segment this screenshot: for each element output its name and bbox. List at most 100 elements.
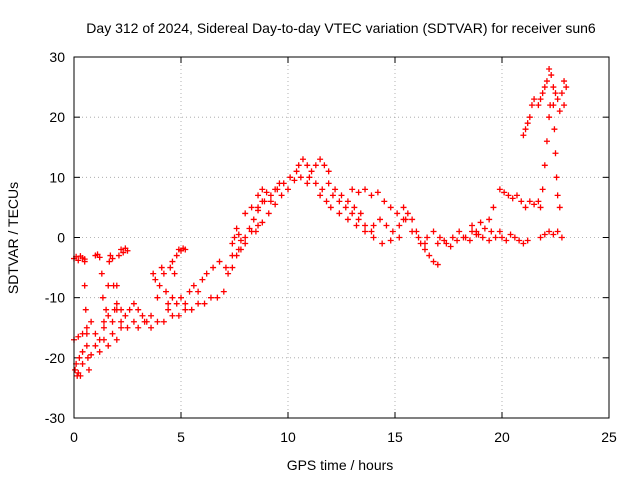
data-point — [222, 264, 229, 271]
data-point — [374, 189, 381, 196]
data-point — [201, 300, 208, 307]
data-point — [304, 162, 311, 169]
data-point — [526, 198, 533, 205]
data-point — [558, 234, 565, 241]
data-point — [503, 237, 510, 244]
data-point — [531, 201, 538, 208]
data-point — [548, 72, 555, 79]
data-point — [242, 210, 249, 217]
data-point — [287, 174, 294, 181]
data-point — [460, 234, 467, 241]
data-point — [434, 240, 441, 247]
data-point — [295, 162, 302, 169]
data-point — [387, 204, 394, 211]
data-point — [203, 270, 210, 277]
data-point — [278, 192, 285, 199]
data-point — [242, 240, 249, 247]
data-point — [75, 333, 82, 340]
data-point — [285, 186, 291, 193]
data-point — [158, 264, 165, 271]
data-point — [99, 294, 106, 301]
data-point — [107, 252, 114, 259]
data-point — [513, 192, 520, 199]
data-point — [387, 237, 394, 244]
data-point — [154, 294, 161, 301]
y-tick-label: 30 — [49, 49, 65, 65]
data-point — [306, 174, 313, 181]
data-point — [124, 247, 131, 254]
data-point — [402, 216, 409, 223]
data-point — [199, 276, 206, 283]
y-tick-label: 20 — [49, 109, 65, 125]
x-tick-label: 20 — [494, 429, 510, 445]
data-point — [81, 282, 88, 289]
data-point — [160, 270, 167, 277]
data-point — [520, 240, 527, 247]
data-point — [351, 204, 358, 211]
data-points — [71, 66, 570, 379]
data-point — [479, 234, 486, 241]
y-tick-label: 0 — [57, 230, 65, 246]
data-point — [552, 90, 559, 97]
data-point — [152, 276, 159, 283]
data-point — [383, 222, 390, 229]
data-point — [109, 255, 116, 262]
data-point — [113, 282, 120, 289]
data-point — [272, 201, 279, 208]
data-point — [488, 228, 495, 235]
data-point — [409, 216, 416, 223]
data-point — [381, 198, 388, 205]
data-point — [554, 192, 561, 199]
data-point — [492, 234, 499, 241]
data-point — [216, 258, 223, 265]
data-point — [541, 231, 548, 238]
data-point — [293, 168, 300, 175]
data-point — [167, 264, 174, 271]
data-point — [336, 210, 343, 217]
y-axis-label: SDTVAR / TECUs — [5, 182, 21, 294]
data-point — [113, 300, 120, 307]
data-point — [563, 84, 570, 91]
data-point — [561, 102, 568, 109]
data-point — [233, 252, 240, 259]
data-point — [122, 312, 129, 319]
data-point — [396, 222, 403, 229]
data-point — [169, 312, 176, 319]
data-point — [105, 342, 112, 349]
data-point — [237, 246, 244, 253]
data-point — [486, 216, 493, 223]
data-point — [92, 342, 99, 349]
y-tick-label: -20 — [45, 350, 65, 366]
data-point — [441, 237, 448, 244]
data-point — [546, 228, 553, 235]
data-point — [75, 369, 82, 376]
data-point — [516, 237, 523, 244]
data-point — [553, 174, 560, 181]
data-point — [188, 306, 195, 313]
data-point — [537, 234, 544, 241]
data-point — [456, 228, 463, 235]
data-point — [466, 237, 473, 244]
data-point — [207, 294, 214, 301]
data-point — [509, 195, 516, 202]
data-point — [267, 192, 274, 199]
data-point — [349, 210, 356, 217]
data-point — [105, 282, 112, 289]
data-point — [355, 189, 362, 196]
data-point — [246, 225, 253, 232]
data-point — [182, 306, 189, 313]
data-point — [355, 216, 362, 223]
data-point — [259, 186, 266, 193]
data-point — [342, 204, 349, 211]
data-point — [148, 312, 155, 319]
data-point — [135, 306, 142, 313]
data-point — [522, 126, 529, 133]
chart-title: Day 312 of 2024, Sidereal Day-to-day VTE… — [86, 20, 596, 36]
data-point — [377, 216, 384, 223]
data-point — [473, 228, 480, 235]
data-point — [82, 306, 89, 313]
data-point — [449, 234, 456, 241]
data-point — [522, 204, 529, 211]
data-point — [173, 300, 180, 307]
